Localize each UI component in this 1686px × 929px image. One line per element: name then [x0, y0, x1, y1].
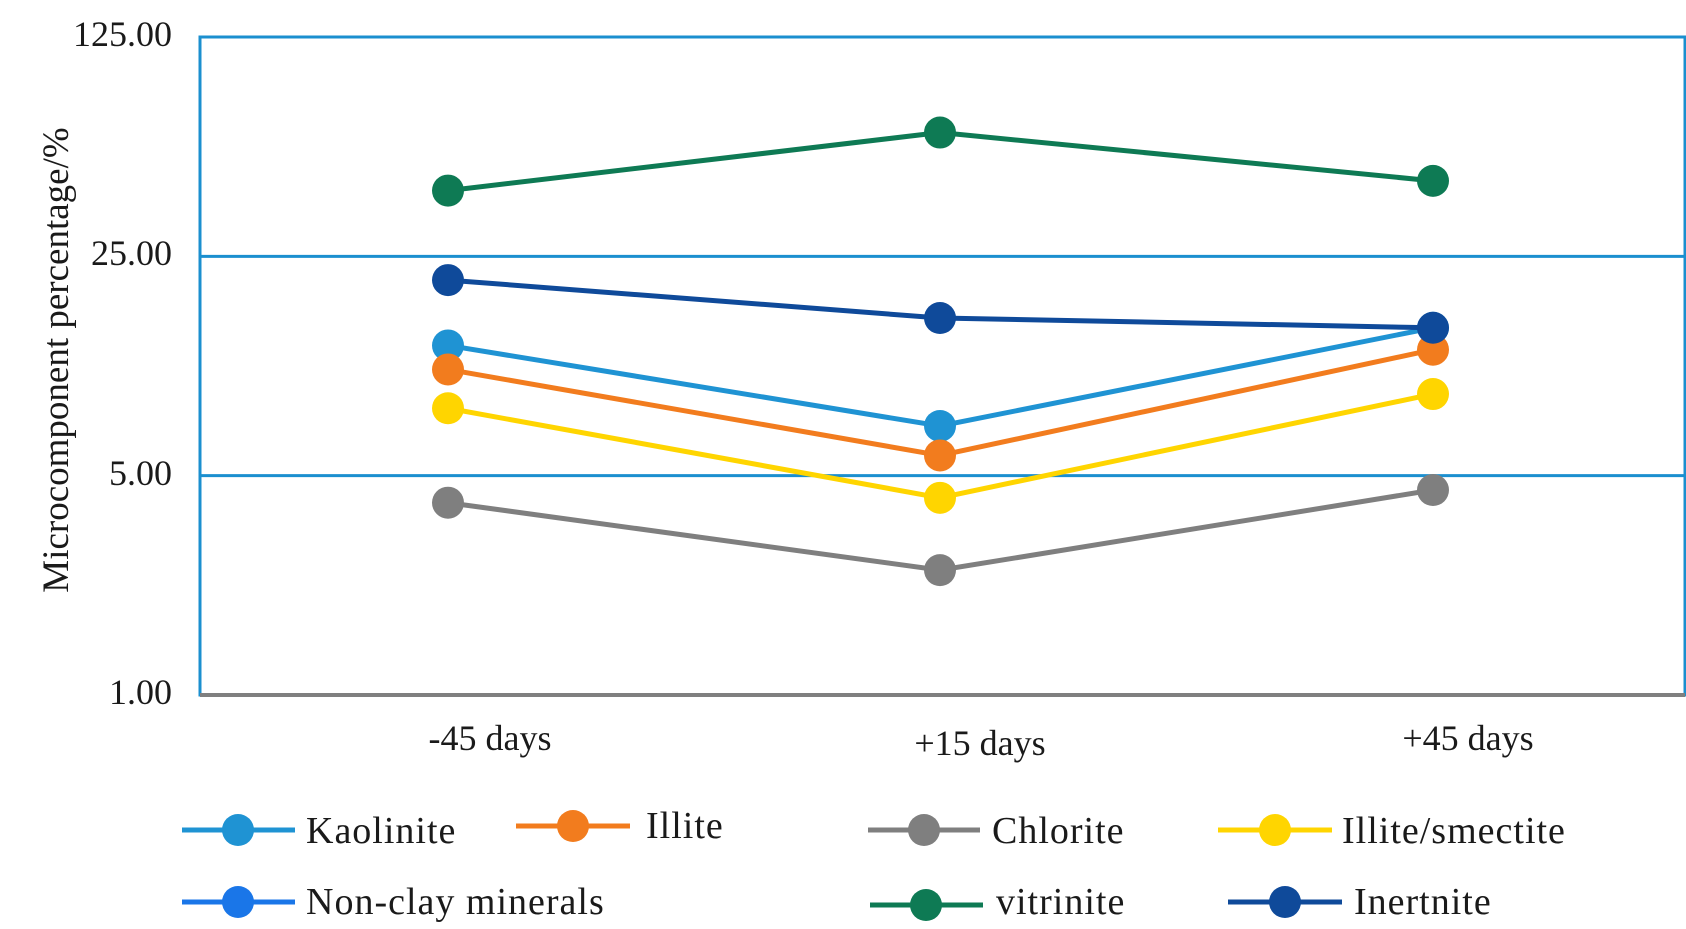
data-point[interactable] [432, 174, 464, 207]
data-point[interactable] [432, 486, 464, 519]
x-axis: -45 days +15 days +45 days [429, 718, 1534, 763]
series-chlorite [432, 474, 1449, 587]
data-point[interactable] [924, 302, 956, 335]
series-illite [432, 333, 1449, 472]
series-inertnite [432, 264, 1449, 344]
series-illite-smectite [432, 378, 1449, 514]
y-axis-title: Microcomponent percentage/% [36, 127, 77, 592]
legend-marker [222, 886, 254, 918]
legend-item-vitrinite[interactable]: vitrinite [870, 881, 1125, 923]
legend-marker [1259, 814, 1291, 846]
x-tick-label: -45 days [429, 718, 552, 758]
legend-marker [910, 889, 942, 921]
y-axis: 125.00 25.00 5.00 1.00 [73, 14, 172, 712]
data-point[interactable] [432, 264, 464, 297]
legend-label: Non-clay minerals [306, 881, 605, 923]
legend-label: vitrinite [996, 881, 1125, 923]
data-point[interactable] [924, 554, 956, 587]
legend: Kaolinite Illite Chlorite Illite/smectit… [182, 805, 1566, 923]
y-tick-label: 125.00 [73, 14, 172, 54]
legend-item-chlorite[interactable]: Chlorite [868, 810, 1125, 852]
data-point[interactable] [432, 353, 464, 386]
legend-marker [908, 814, 940, 846]
series-vitrinite [432, 116, 1449, 207]
legend-label: Chlorite [992, 810, 1125, 852]
legend-marker [222, 814, 254, 846]
data-point[interactable] [432, 329, 464, 362]
legend-label: Illite/smectite [1342, 810, 1566, 852]
legend-label: Inertnite [1354, 881, 1492, 923]
legend-item-illite[interactable]: Illite [516, 805, 724, 847]
legend-label: Kaolinite [306, 810, 456, 852]
data-point[interactable] [1417, 333, 1449, 366]
data-point[interactable] [1417, 311, 1449, 344]
x-tick-label: +15 days [914, 723, 1045, 763]
data-point[interactable] [1417, 164, 1449, 197]
legend-item-illite-smectite[interactable]: Illite/smectite [1218, 810, 1566, 852]
y-tick-label: 1.00 [109, 672, 172, 712]
data-point[interactable] [924, 409, 956, 442]
data-point[interactable] [1417, 474, 1449, 507]
data-point[interactable] [924, 439, 956, 472]
legend-item-non-clay-minerals[interactable]: Non-clay minerals [182, 881, 605, 923]
x-tick-label: +45 days [1402, 718, 1533, 758]
y-tick-label: 25.00 [91, 233, 172, 273]
legend-item-kaolinite[interactable]: Kaolinite [182, 810, 456, 852]
y-tick-label: 5.00 [109, 453, 172, 493]
data-point[interactable] [432, 392, 464, 425]
data-point[interactable] [924, 116, 956, 149]
series-layer [432, 116, 1449, 587]
legend-marker [557, 810, 589, 842]
data-point[interactable] [924, 481, 956, 514]
legend-item-inertnite[interactable]: Inertnite [1228, 881, 1492, 923]
legend-marker [1269, 886, 1301, 918]
data-point[interactable] [1417, 378, 1449, 411]
legend-label: Illite [646, 805, 724, 847]
